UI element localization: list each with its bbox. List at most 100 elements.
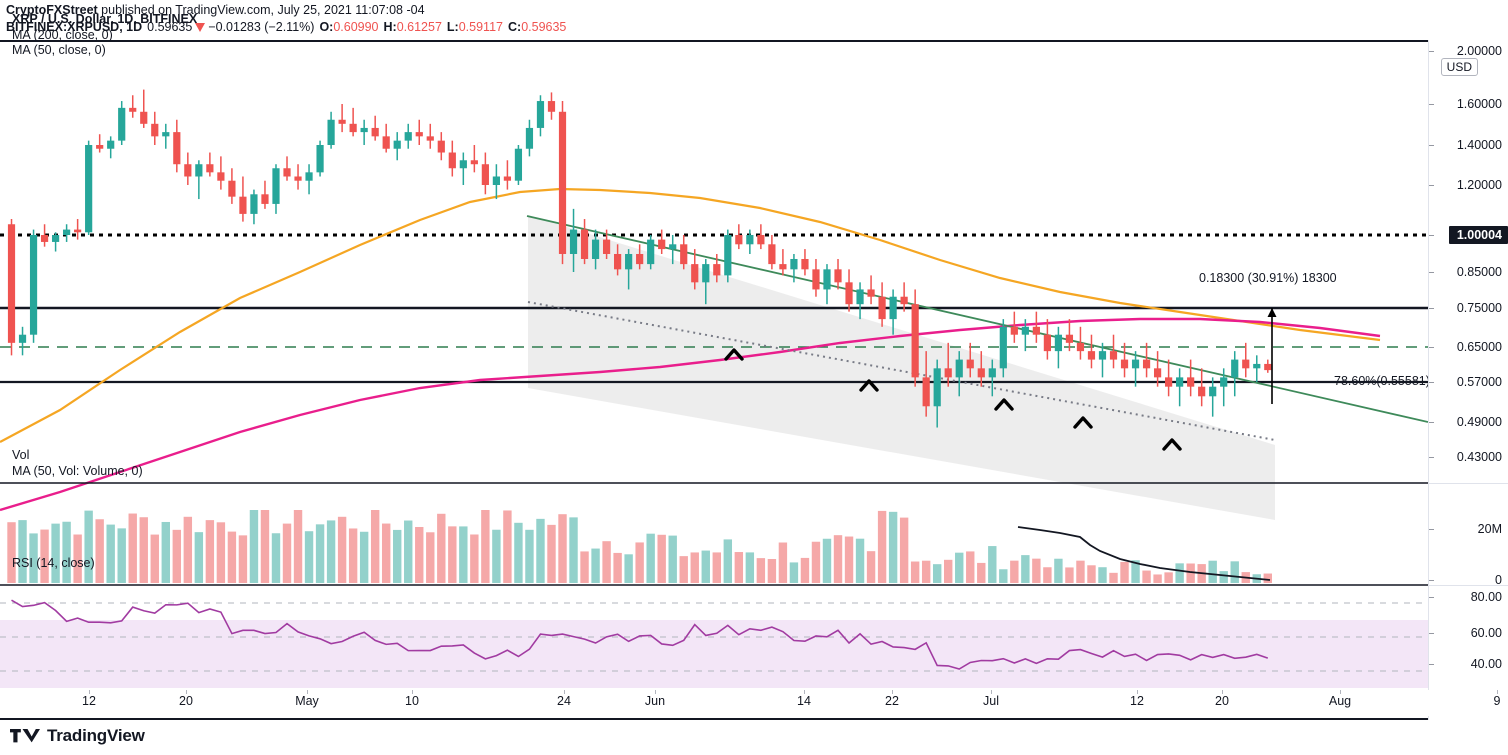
- candle-body: [1076, 342, 1085, 352]
- candle-body: [757, 235, 765, 245]
- publisher-name: CryptoFXStreet: [6, 3, 98, 17]
- volume-axis-label: 20M: [1477, 522, 1502, 536]
- volume-axis-tick: [1429, 580, 1434, 581]
- time-axis-tick: [307, 690, 308, 694]
- price-axis[interactable]: USD 2.00000 1.60000 1.40000 1.20000 1.00004 0…: [1428, 40, 1508, 720]
- candle-body: [151, 123, 159, 137]
- candle-body: [966, 359, 974, 369]
- chart-plot-area[interactable]: [0, 40, 1428, 720]
- volume-bar: [172, 529, 182, 583]
- candle-body: [393, 140, 401, 149]
- candle-body: [107, 140, 115, 149]
- ma200-line: [0, 187, 1381, 443]
- price-axis-label: 0.57000: [1456, 375, 1502, 389]
- candle-body: [1087, 351, 1096, 360]
- volume-bar: [690, 552, 699, 583]
- price-axis-tick: [1429, 51, 1434, 52]
- volume-bar: [745, 552, 755, 583]
- volume-bar: [128, 513, 137, 583]
- volume-bar: [602, 541, 611, 583]
- caret-up-marker: [1162, 438, 1182, 451]
- volume-bar: [1120, 561, 1129, 583]
- candle-body: [790, 258, 798, 270]
- candle-body: [1142, 359, 1151, 369]
- time-axis-tick: [186, 690, 187, 694]
- volume-bar: [7, 522, 16, 583]
- time-axis-tick: [892, 690, 893, 694]
- candle-body: [1131, 359, 1140, 369]
- volume-bar: [448, 526, 457, 583]
- candle-body: [1054, 334, 1063, 352]
- time-axis[interactable]: 12 20 May 10 24 Jun 14 22 Jul 12 20 Aug 9: [0, 690, 1508, 716]
- candle-body: [29, 235, 38, 335]
- volume-bar: [205, 520, 215, 583]
- volume-bar: [415, 526, 424, 583]
- candle-body: [162, 132, 170, 137]
- volume-bar: [591, 548, 600, 583]
- volume-ma-line: [1017, 526, 1271, 581]
- candle-body: [768, 244, 776, 265]
- time-axis-label: Aug: [1328, 694, 1352, 708]
- candle-body: [349, 123, 357, 133]
- candle-body: [492, 176, 500, 185]
- axis-pane-divider: [1429, 483, 1508, 484]
- volume-bar: [481, 510, 490, 583]
- candle-body: [713, 264, 721, 276]
- descending-trendline-green: [526, 215, 1428, 423]
- price-axis-label: 1.40000: [1456, 138, 1502, 152]
- measure-arrow-head: [1267, 308, 1277, 317]
- time-axis-tick: [655, 690, 656, 694]
- volume-bar: [492, 529, 501, 583]
- candle-body: [525, 127, 534, 149]
- volume-bar: [613, 552, 622, 583]
- candle-body: [680, 244, 688, 265]
- price-axis-tick: [1429, 185, 1434, 186]
- volume-bar: [657, 534, 666, 583]
- volume-axis-label: 0: [1495, 573, 1502, 587]
- candle-body: [812, 269, 820, 290]
- symbol-ohlc-line: BITFINEX:XRPUSD, 1D 0.59635 −0.01283 (−2.1…: [6, 20, 566, 34]
- candle-body: [51, 235, 60, 242]
- rsi-line: [11, 599, 1269, 670]
- candle-body: [316, 145, 324, 173]
- candle-body: [261, 194, 269, 204]
- candle-body: [1065, 334, 1074, 343]
- candle-body: [283, 168, 291, 177]
- candle-body: [305, 172, 313, 181]
- volume-bar: [1065, 567, 1074, 583]
- caret-up-marker: [994, 398, 1014, 411]
- candle-body: [1032, 326, 1040, 335]
- volume-bar: [679, 556, 688, 583]
- time-axis-tick: [89, 690, 90, 694]
- candle-body: [228, 180, 236, 197]
- chart-canvas[interactable]: [0, 40, 1428, 720]
- volume-bar: [1186, 563, 1195, 583]
- volume-bar: [1010, 560, 1019, 583]
- volume-bar: [161, 521, 170, 583]
- volume-bar: [437, 513, 446, 583]
- candle-body: [481, 164, 489, 185]
- candle-body: [867, 289, 875, 297]
- volume-bar: [381, 523, 391, 583]
- candle-body: [272, 168, 280, 204]
- volume-bar: [888, 511, 898, 583]
- axis-pane-divider: [1429, 585, 1508, 586]
- volume-bar: [62, 521, 71, 583]
- candle-body: [514, 148, 523, 181]
- time-axis-tick: [412, 690, 413, 694]
- candle-body: [691, 264, 699, 283]
- candle-body: [735, 235, 743, 245]
- price-axis-tick: [1429, 422, 1434, 423]
- volume-bar: [514, 522, 523, 583]
- symbol-label[interactable]: BITFINEX:XRPUSD, 1D: [6, 20, 143, 34]
- candle-body: [85, 145, 93, 233]
- volume-bar: [470, 534, 479, 583]
- volume-bar: [701, 550, 710, 583]
- volume-bar: [326, 520, 336, 583]
- currency-badge[interactable]: USD: [1440, 58, 1478, 76]
- time-axis-label: May: [295, 694, 319, 708]
- price-axis-label: 0.43000: [1456, 450, 1502, 464]
- tradingview-logo[interactable]: TradingView: [10, 726, 145, 746]
- candle-body: [625, 253, 633, 270]
- volume-bar: [833, 535, 843, 583]
